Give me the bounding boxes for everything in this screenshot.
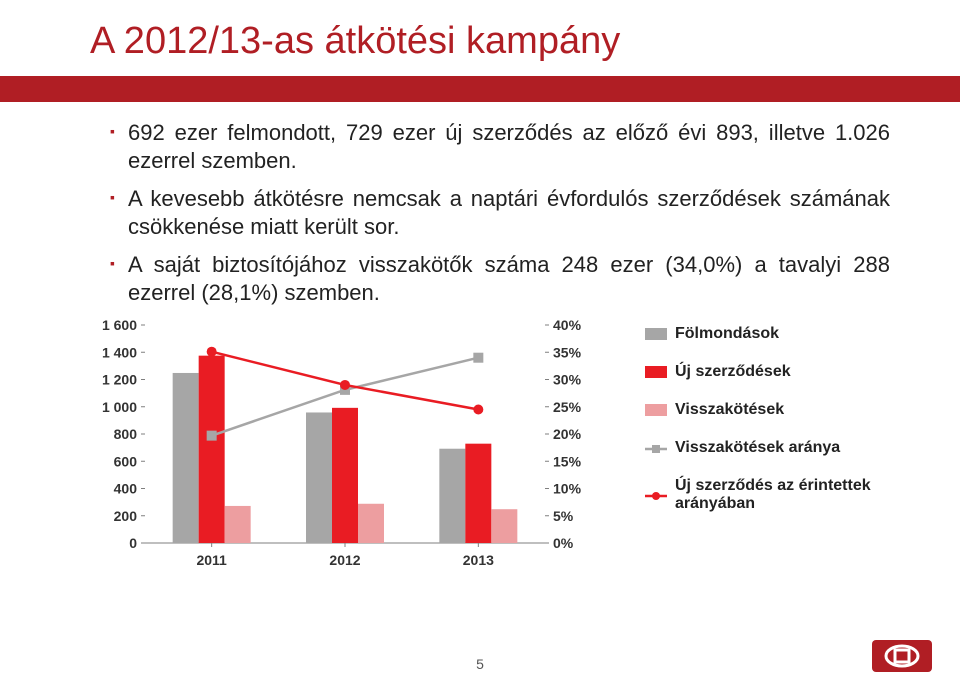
- bullet-item: ▪ A saját biztosítójához visszakötők szá…: [110, 251, 890, 307]
- bullet-text: A kevesebb átkötésre nemcsak a naptári é…: [128, 185, 890, 241]
- svg-text:2013: 2013: [463, 552, 494, 568]
- legend-label: Új szerződés az érintettek arányában: [675, 477, 875, 513]
- svg-text:400: 400: [114, 481, 138, 497]
- legend-item: Új szerződés az érintettek arányában: [645, 477, 875, 513]
- svg-text:200: 200: [114, 508, 138, 524]
- svg-text:30%: 30%: [553, 372, 582, 388]
- bullet-item: ▪ 692 ezer felmondott, 729 ezer új szerz…: [110, 119, 890, 175]
- bullet-text: A saját biztosítójához visszakötők száma…: [128, 251, 890, 307]
- svg-text:20%: 20%: [553, 426, 582, 442]
- svg-text:2011: 2011: [196, 552, 227, 568]
- page-title: A 2012/13-as átkötési kampány: [90, 20, 900, 63]
- brand-logo-icon: [872, 640, 932, 672]
- svg-text:40%: 40%: [553, 317, 582, 333]
- svg-text:0%: 0%: [553, 535, 574, 551]
- svg-text:10%: 10%: [553, 481, 582, 497]
- bullet-item: ▪ A kevesebb átkötésre nemcsak a naptári…: [110, 185, 890, 241]
- legend-label: Fölmondások: [675, 325, 779, 343]
- legend-label: Visszakötések aránya: [675, 439, 840, 457]
- svg-text:2012: 2012: [329, 552, 360, 568]
- bullet-marker-icon: ▪: [110, 251, 128, 275]
- svg-text:1 400: 1 400: [102, 344, 137, 360]
- svg-text:0: 0: [129, 535, 137, 551]
- combo-chart: 0 200 400 600 800 1 000 1 200 1 400 1 600 0% 5% 10%…: [85, 317, 625, 582]
- page-number: 5: [0, 656, 960, 672]
- legend-item: Új szerződések: [645, 363, 875, 381]
- svg-text:5%: 5%: [553, 508, 574, 524]
- bullet-marker-icon: ▪: [110, 119, 128, 143]
- svg-text:35%: 35%: [553, 344, 582, 360]
- legend-label: Új szerződések: [675, 363, 791, 381]
- bullet-text: 692 ezer felmondott, 729 ezer új szerződ…: [128, 119, 890, 175]
- svg-text:1 000: 1 000: [102, 399, 137, 415]
- bullet-list: ▪ 692 ezer felmondott, 729 ezer új szerz…: [60, 119, 900, 307]
- bullet-marker-icon: ▪: [110, 185, 128, 209]
- svg-text:600: 600: [114, 453, 138, 469]
- legend-item: Fölmondások: [645, 325, 875, 343]
- svg-text:1 200: 1 200: [102, 372, 137, 388]
- svg-text:800: 800: [114, 426, 138, 442]
- legend-item: Visszakötések: [645, 401, 875, 419]
- title-underline-bar: [0, 76, 960, 102]
- chart-legend: Fölmondások Új szerződések Visszakötések Vi…: [645, 325, 875, 533]
- legend-label: Visszakötések: [675, 401, 784, 419]
- legend-item: Visszakötések aránya: [645, 439, 875, 457]
- svg-text:25%: 25%: [553, 399, 582, 415]
- svg-text:15%: 15%: [553, 453, 582, 469]
- svg-text:1 600: 1 600: [102, 317, 137, 333]
